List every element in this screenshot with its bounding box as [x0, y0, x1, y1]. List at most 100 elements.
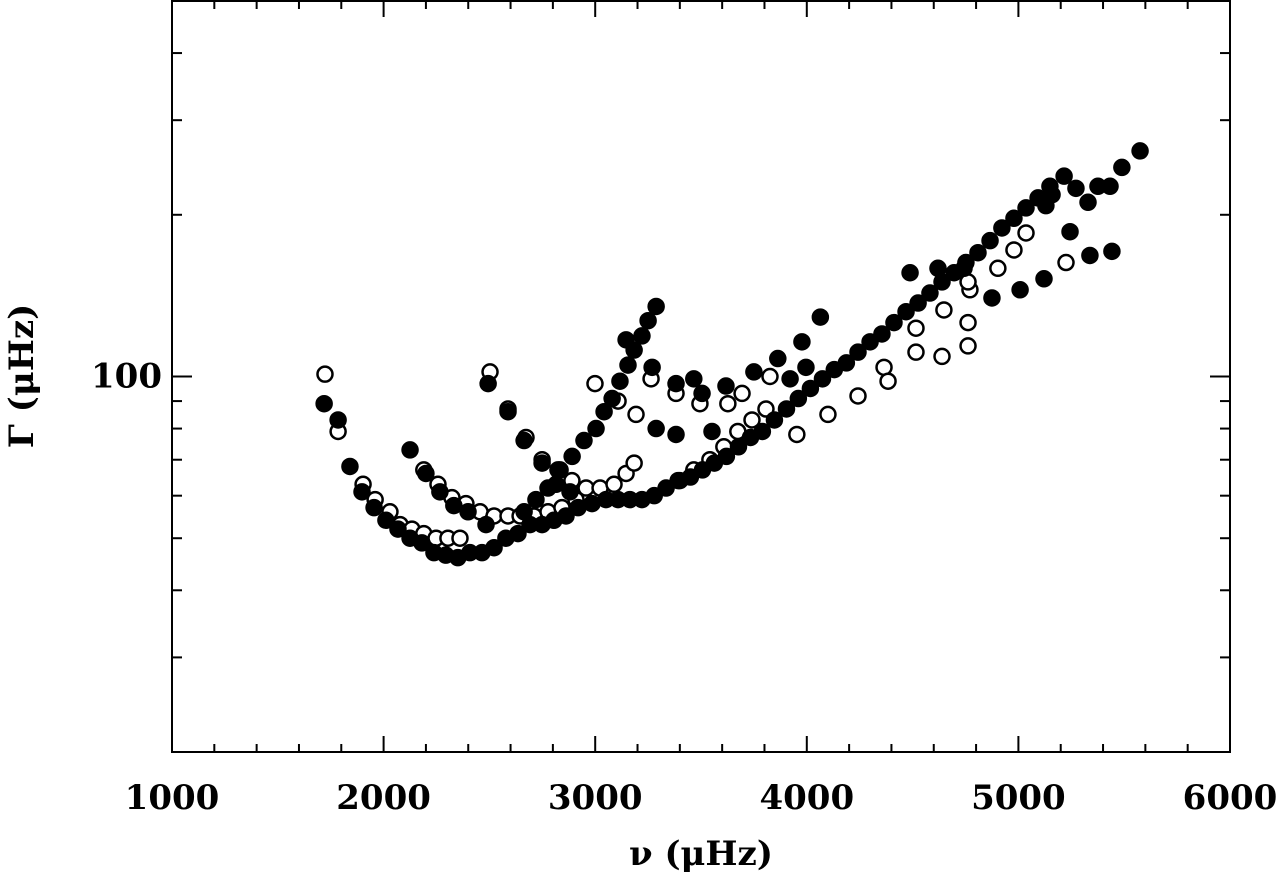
point — [551, 461, 569, 479]
point — [1011, 281, 1029, 299]
point — [901, 263, 919, 282]
point — [959, 313, 977, 332]
point — [329, 411, 347, 429]
point — [935, 301, 953, 319]
point — [1113, 158, 1131, 177]
point — [569, 498, 587, 517]
point — [685, 370, 703, 388]
x-tick-label: 6000 — [1183, 778, 1278, 818]
point — [647, 297, 665, 316]
point — [445, 496, 463, 515]
point — [1005, 241, 1023, 259]
point — [633, 327, 651, 345]
point — [533, 454, 551, 472]
point — [479, 374, 497, 393]
point — [717, 377, 735, 395]
point — [793, 333, 811, 351]
point — [811, 308, 830, 326]
point — [1131, 142, 1149, 160]
point — [1005, 209, 1023, 228]
point — [849, 387, 867, 405]
point — [645, 486, 663, 505]
point — [1035, 270, 1053, 288]
y-tick-label: 100 — [91, 357, 162, 397]
point — [769, 349, 787, 368]
point — [743, 411, 761, 429]
point — [1061, 222, 1079, 241]
point — [667, 425, 685, 444]
point — [907, 343, 925, 361]
point — [885, 313, 903, 332]
point — [667, 374, 685, 393]
point — [729, 438, 748, 456]
y-axis-title: Γ (μHz) — [2, 304, 42, 448]
point — [797, 358, 815, 377]
point — [933, 347, 951, 366]
point — [837, 354, 856, 372]
x-tick-label: 4000 — [759, 778, 854, 818]
point — [586, 374, 604, 393]
x-tick-label: 5000 — [971, 778, 1066, 818]
point — [993, 219, 1011, 237]
point — [1101, 177, 1119, 196]
point — [611, 372, 629, 390]
point — [315, 394, 333, 413]
point — [499, 402, 517, 421]
point — [929, 259, 947, 278]
point — [1079, 193, 1097, 212]
x-tick-label: 3000 — [548, 778, 643, 818]
point — [819, 405, 837, 424]
point — [777, 400, 796, 418]
point — [563, 447, 581, 466]
point — [1017, 224, 1035, 242]
point — [1067, 179, 1085, 198]
point — [647, 419, 665, 438]
point — [788, 425, 806, 444]
point — [781, 370, 799, 388]
point — [717, 447, 736, 466]
point — [587, 419, 605, 438]
point — [1081, 246, 1099, 265]
point — [515, 431, 533, 450]
x-tick-label: 2000 — [336, 778, 431, 818]
point — [625, 454, 643, 472]
point — [316, 365, 334, 383]
point — [1103, 242, 1121, 261]
point — [1037, 196, 1055, 215]
point — [389, 520, 407, 538]
point — [459, 503, 477, 521]
x-tick-label: 1000 — [125, 778, 220, 818]
x-axis-title: ν (μHz) — [629, 834, 773, 874]
point — [561, 483, 579, 501]
point — [765, 411, 784, 429]
point — [959, 337, 977, 355]
point — [619, 356, 637, 374]
point — [557, 507, 575, 525]
point — [515, 503, 533, 521]
point — [595, 402, 613, 421]
point — [907, 319, 925, 337]
point — [969, 243, 987, 262]
point — [605, 475, 623, 494]
point — [341, 457, 359, 476]
point — [353, 483, 371, 501]
point — [909, 294, 927, 312]
point — [849, 343, 867, 361]
point — [719, 394, 737, 413]
point — [879, 372, 897, 390]
point — [703, 422, 721, 441]
point — [693, 384, 711, 403]
point — [527, 490, 545, 509]
point — [377, 511, 395, 530]
point — [365, 498, 383, 517]
point — [477, 515, 495, 534]
point — [733, 384, 751, 403]
point — [575, 431, 593, 450]
point — [583, 494, 601, 513]
point — [603, 389, 621, 408]
point — [1057, 253, 1075, 272]
point — [413, 534, 431, 552]
point — [983, 289, 1001, 307]
point — [509, 524, 527, 543]
